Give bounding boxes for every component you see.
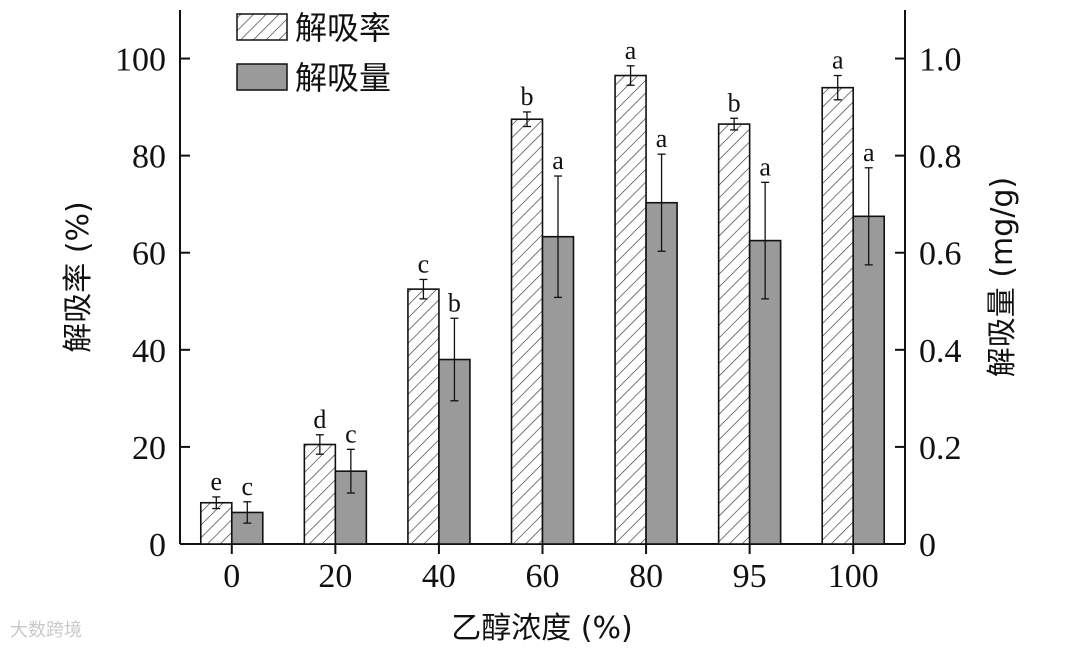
y-left-tick-label: 40 — [132, 333, 166, 370]
significance-label: e — [211, 467, 223, 496]
x-tick-label: 20 — [318, 558, 352, 595]
y-right-tick-label: 0.8 — [919, 139, 962, 176]
y-right-tick-label: 1.0 — [919, 42, 962, 79]
y-right-tick-label: 0.2 — [919, 430, 962, 467]
y-left-tick-label: 100 — [115, 42, 166, 79]
significance-label: a — [759, 152, 771, 181]
significance-label: c — [242, 472, 254, 501]
bar-desorption-amount — [645, 201, 678, 545]
legend-label-amount: 解吸量 — [295, 59, 391, 97]
bar-desorption-rate — [510, 118, 544, 545]
bar-desorption-rate — [407, 288, 440, 545]
y-axis-left-title: 解吸率 (%) — [61, 201, 96, 352]
bar-desorption-rate — [614, 74, 647, 545]
significance-label: a — [552, 146, 564, 175]
x-axis-title: 乙醇浓度 (%) — [451, 611, 632, 646]
significance-label: c — [345, 419, 357, 448]
x-tick-label: 95 — [733, 558, 767, 595]
right-ticks: 0 0.2 0.4 0.6 0.8 1.0 — [895, 42, 962, 564]
significance-label: a — [656, 124, 668, 153]
significance-label: a — [832, 46, 844, 75]
significance-label: d — [313, 405, 326, 434]
legend: 解吸率 解吸量 — [236, 9, 391, 97]
significance-label: c — [418, 249, 430, 278]
legend-swatch-gray — [236, 63, 288, 91]
significance-label: a — [863, 138, 875, 167]
left-ticks: 0 20 40 60 80 100 — [115, 42, 190, 564]
bar-desorption-amount — [852, 215, 886, 545]
y-right-tick-label: 0.6 — [919, 236, 962, 273]
y-right-tick-label: 0.4 — [919, 333, 962, 370]
significance-label: b — [448, 288, 461, 317]
significance-label: b — [728, 88, 741, 117]
significance-label: a — [625, 36, 637, 65]
y-right-tick-label: 0 — [919, 527, 936, 564]
bar-desorption-rate — [717, 123, 751, 545]
y-left-tick-label: 20 — [132, 430, 166, 467]
legend-label-rate: 解吸率 — [295, 9, 391, 47]
y-axis-right-title: 解吸量 (mg/g) — [985, 177, 1020, 377]
watermark: 大数跨境 — [10, 620, 82, 641]
x-tick-label: 100 — [828, 558, 879, 595]
bar-desorption-rate — [821, 86, 855, 545]
y-left-tick-label: 0 — [149, 527, 166, 564]
bar-desorption-rate — [303, 443, 337, 545]
legend-swatch-hatch — [236, 13, 288, 41]
x-ticks: 0 20 40 60 80 95 100 — [223, 544, 879, 595]
x-tick-label: 80 — [629, 558, 663, 595]
y-left-tick-label: 60 — [132, 236, 166, 273]
y-left-tick-label: 80 — [132, 139, 166, 176]
x-tick-label: 60 — [526, 558, 560, 595]
significance-label: b — [521, 82, 534, 111]
x-tick-label: 0 — [223, 558, 240, 595]
x-tick-label: 40 — [422, 558, 456, 595]
